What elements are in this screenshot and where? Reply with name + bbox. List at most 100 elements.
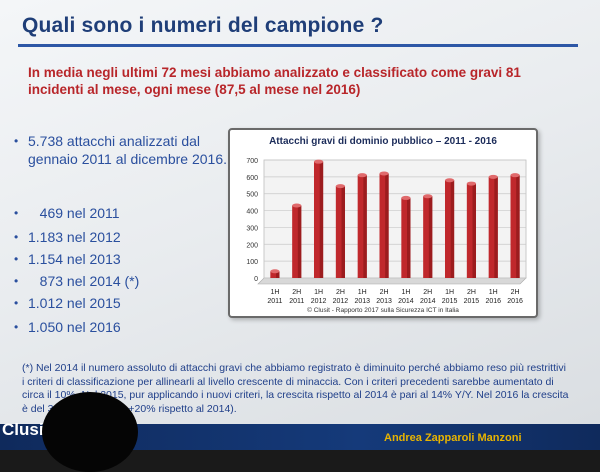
bullet-icon: • — [14, 320, 19, 334]
bullet-text: 5.738 attacchi analizzati dal gennaio 20… — [28, 133, 228, 167]
plot-floor — [257, 277, 527, 285]
bullet-text: 873 nel 2014 (*) — [28, 273, 140, 289]
bar-cap — [335, 184, 346, 189]
bar-shade — [385, 173, 389, 278]
x-tick-label: 2013 — [376, 298, 392, 305]
bar — [423, 194, 433, 278]
y-tick-label: 200 — [246, 242, 258, 249]
bar-chart: Attacchi gravi di dominio pubblico – 201… — [246, 136, 527, 314]
plot-area — [263, 159, 527, 279]
bullet-icon: • — [14, 206, 19, 220]
bar-cap — [488, 174, 498, 179]
bar-cap — [423, 194, 433, 199]
bullet-summary: • 5.738 attacchi analizzati dal gennaio … — [14, 132, 234, 168]
y-tick-label: 300 — [246, 225, 258, 232]
x-tick-label: 2016 — [485, 298, 501, 305]
x-tick-label: 2H — [292, 289, 301, 296]
bar-body — [510, 175, 520, 278]
x-tick-label: 1H — [401, 289, 410, 296]
x-tick-label: 2H — [467, 289, 476, 296]
bar-body — [444, 180, 455, 278]
bullet-icon: • — [14, 230, 19, 244]
chart-frame: Attacchi gravi di dominio pubblico – 201… — [228, 128, 538, 318]
bullet-2014: • 873 nel 2014 (*) — [14, 272, 214, 290]
x-tick-label: 2014 — [398, 298, 414, 305]
audience-head-silhouette — [42, 392, 138, 472]
y-tick-label: 700 — [246, 158, 258, 165]
clusit-logo: Clusi — [2, 420, 44, 439]
bullet-2013: • 1.154 nel 2013 — [14, 250, 214, 268]
bar-body — [270, 271, 280, 278]
bar-cap — [270, 269, 280, 274]
y-tick-label: 400 — [246, 209, 258, 216]
bar-cap — [466, 181, 477, 186]
x-tick-label: 2H — [511, 289, 520, 296]
x-tick-label: 2016 — [507, 298, 523, 305]
bar-body — [466, 183, 477, 278]
bar — [292, 203, 302, 278]
bar-shade — [428, 196, 433, 278]
bullet-icon: • — [14, 252, 19, 266]
bar-shade — [276, 271, 280, 278]
bar — [313, 159, 324, 278]
bar — [335, 184, 346, 278]
x-tick-label: 2015 — [442, 298, 458, 305]
bar-shade — [341, 186, 346, 278]
chart-title: Attacchi gravi di dominio pubblico – 201… — [269, 136, 497, 147]
bar-cap — [510, 173, 520, 178]
bullet-text: 1.050 nel 2016 — [28, 319, 121, 335]
bar-cap — [292, 203, 302, 208]
bar-body — [488, 176, 498, 278]
bullet-text: 469 nel 2011 — [28, 205, 120, 221]
bullet-icon: • — [14, 274, 19, 288]
bar — [357, 173, 367, 278]
x-tick-label: 1H — [445, 289, 454, 296]
bullet-2016: • 1.050 nel 2016 — [14, 318, 214, 336]
bar-body — [423, 196, 433, 278]
x-tick-label: 2H — [380, 289, 389, 296]
x-tick-label: 1H — [270, 289, 279, 296]
x-tick-label: 2012 — [311, 298, 327, 305]
x-tick-label: 2014 — [420, 298, 436, 305]
bar-shade — [472, 183, 477, 278]
y-tick-label: 0 — [254, 276, 258, 283]
x-tick-label: 1H — [314, 289, 323, 296]
x-tick-label: 2015 — [464, 298, 480, 305]
bullet-icon: • — [14, 296, 19, 310]
bullet-icon: • — [14, 134, 19, 148]
x-tick-label: 2011 — [267, 298, 282, 305]
bar-cap — [313, 159, 324, 164]
title-underline — [18, 44, 578, 47]
bar-cap — [401, 195, 411, 200]
bar — [466, 181, 477, 278]
x-tick-label: 1H — [489, 289, 498, 296]
x-tick-label: 2H — [336, 289, 345, 296]
bar-shade — [494, 176, 498, 278]
presenter-name: Andrea Zapparoli Manzoni — [384, 432, 522, 444]
slide-title: Quali sono i numeri del campione ? — [22, 14, 384, 37]
bullet-2011: • 469 nel 2011 — [14, 204, 214, 222]
bar — [488, 174, 498, 278]
bullet-text: 1.012 nel 2015 — [28, 295, 121, 311]
y-tick-label: 600 — [246, 175, 258, 182]
highlight-text: In media negli ultimi 72 mesi abbiamo an… — [28, 65, 521, 97]
bar-body — [379, 173, 389, 278]
bar-cap — [379, 171, 389, 176]
bar-body — [313, 161, 324, 278]
bar — [401, 195, 411, 278]
bar-shade — [516, 175, 520, 278]
bar — [379, 171, 389, 278]
bullet-text: 1.154 nel 2013 — [28, 251, 121, 267]
bar-body — [292, 205, 302, 278]
chart-source: © Clusit - Rapporto 2017 sulla Sicurezza… — [307, 306, 459, 314]
bar-cap — [357, 173, 367, 178]
bar-cap — [444, 178, 455, 183]
bar — [270, 269, 280, 278]
bullet-2015: • 1.012 nel 2015 — [14, 294, 214, 312]
bar-body — [401, 197, 411, 278]
x-tick-label: 1H — [358, 289, 367, 296]
bar-shade — [450, 180, 455, 278]
bullet-2012: • 1.183 nel 2012 — [14, 228, 214, 246]
bar-shade — [297, 205, 302, 278]
